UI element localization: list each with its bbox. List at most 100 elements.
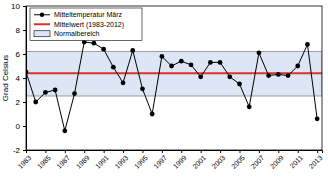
marker — [237, 82, 242, 87]
marker — [130, 48, 135, 53]
y-tick: 2 — [16, 98, 26, 107]
marker — [189, 62, 194, 67]
x-tick-mark — [259, 150, 260, 153]
normal-range — [26, 52, 322, 96]
legend-symbol — [40, 13, 44, 17]
marker — [218, 60, 223, 65]
x-tick-label: 2007 — [249, 154, 265, 170]
x-tick-mark — [220, 150, 221, 153]
x-tick-mark — [26, 150, 27, 153]
chart: -202468101983198519871989199119931995199… — [0, 0, 328, 190]
marker — [53, 88, 58, 93]
x-tick-mark — [84, 150, 85, 153]
x-tick: 1985 — [36, 150, 52, 170]
x-tick: 2001 — [191, 150, 207, 170]
marker — [121, 80, 126, 85]
y-tick: 4 — [16, 74, 26, 83]
y-tick: -2 — [13, 146, 26, 155]
y-tick: 0 — [16, 122, 26, 131]
legend: Mitteltemperatur MärzMittelwert (1983-20… — [30, 8, 142, 41]
marker — [295, 64, 300, 69]
x-tick-mark — [298, 150, 299, 153]
marker — [286, 73, 291, 78]
x-tick-mark — [104, 150, 105, 153]
x-tick-label: 1989 — [75, 154, 91, 170]
y-tick-mark — [23, 78, 26, 79]
x-tick-mark — [162, 150, 163, 153]
x-tick-mark — [181, 150, 182, 153]
x-tick-label: 2001 — [191, 154, 207, 170]
x-tick-mark — [65, 150, 66, 153]
y-tick-label: 2 — [16, 98, 21, 107]
x-tick: 1989 — [75, 150, 91, 170]
marker — [92, 41, 97, 46]
x-tick-label: 1985 — [36, 154, 52, 170]
marker — [227, 74, 232, 79]
y-axis-line — [23, 7, 27, 151]
marker — [140, 86, 145, 91]
x-tick-mark — [45, 150, 46, 153]
x-tick: 1983 — [16, 150, 32, 170]
x-tick-mark — [317, 150, 318, 153]
x-tick-label: 2005 — [230, 154, 246, 170]
x-tick-mark — [278, 150, 279, 153]
y-tick-label: 6 — [16, 50, 21, 59]
y-tick-mark — [23, 30, 26, 31]
legend-box — [30, 8, 142, 41]
marker — [179, 59, 184, 64]
y-tick-label: 4 — [16, 74, 21, 83]
x-tick: 2013 — [308, 150, 324, 170]
marker — [315, 116, 320, 121]
y-tick-mark — [23, 102, 26, 103]
y-axis-title: Grad Celsius — [1, 55, 10, 101]
x-tick-label: 2009 — [269, 154, 285, 170]
x-tick: 1995 — [133, 150, 149, 170]
legend-symbol — [34, 31, 50, 37]
x-tick-mark — [240, 150, 241, 153]
marker — [276, 72, 281, 77]
x-tick: 2009 — [269, 150, 285, 170]
x-tick-label: 2011 — [289, 154, 305, 170]
legend-symbol — [34, 23, 50, 25]
marker — [198, 74, 203, 79]
marker — [257, 50, 262, 55]
marker — [33, 100, 38, 105]
x-tick: 1991 — [94, 150, 110, 170]
x-tick-label: 1997 — [152, 154, 168, 170]
plot-frame — [26, 6, 322, 150]
x-tick-label: 2003 — [211, 154, 227, 170]
legend-label: Normalbereich — [54, 30, 100, 37]
marker — [72, 91, 77, 96]
legend-label: Mittelwert (1983-2012) — [54, 21, 124, 29]
marker — [208, 60, 213, 65]
y-tick-mark — [23, 6, 26, 7]
series-line — [26, 42, 317, 131]
y-tick-label: 0 — [16, 122, 21, 131]
y-tick-label: 10 — [11, 2, 20, 11]
x-tick: 1987 — [55, 150, 71, 170]
x-tick-label: 1993 — [114, 154, 130, 170]
y-axis: -2 0 2 4 6 8 10 — [11, 2, 26, 155]
x-tick: 1999 — [172, 150, 188, 170]
x-tick-mark — [142, 150, 143, 153]
y-tick-mark — [23, 54, 26, 55]
x-tick-label: 1983 — [16, 154, 32, 170]
x-axis: 1983198519871989199119931995199719992001… — [16, 150, 323, 170]
plot: -202468101983198519871989199119931995199… — [11, 2, 324, 170]
y-tick-mark — [23, 126, 26, 127]
x-tick-label: 1991 — [94, 154, 110, 170]
x-tick: 2011 — [289, 150, 305, 170]
x-axis-line — [27, 151, 323, 154]
marker — [111, 65, 116, 70]
marker — [266, 73, 271, 78]
x-tick: 2003 — [211, 150, 227, 170]
y-tick-mark — [23, 150, 26, 151]
y-tick-label: 8 — [16, 26, 21, 35]
x-tick: 2007 — [249, 150, 265, 170]
marker — [62, 128, 67, 133]
marker — [247, 104, 252, 109]
x-tick-label: 1999 — [172, 154, 188, 170]
x-tick-mark — [123, 150, 124, 153]
x-tick: 2005 — [230, 150, 246, 170]
marks — [26, 40, 322, 134]
